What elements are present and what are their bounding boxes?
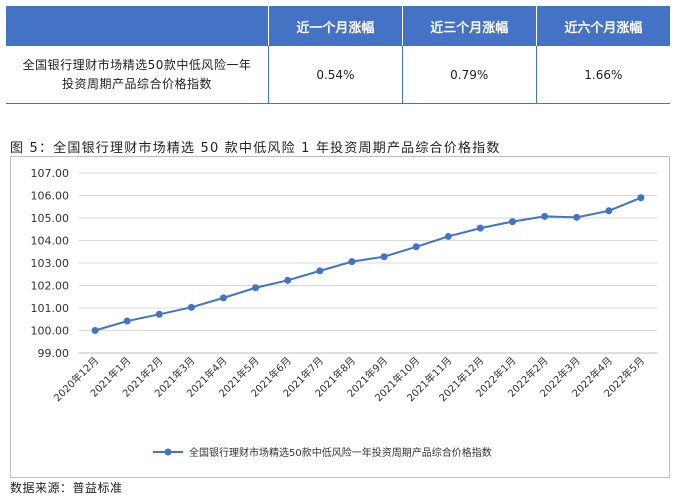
data-source: 数据来源：普益标准 [10,481,123,495]
y-tick-label: 107.00 [31,167,70,180]
table-header-6m: 近六个月涨幅 [536,6,670,46]
data-point [155,310,163,318]
line-chart: 99.00 100.00 101.00 102.00 103.00 104.00 105.0… [31,167,657,459]
y-tick-label: 105.00 [31,212,70,225]
table-header-blank [6,6,269,46]
y-tick-label: 101.00 [31,302,70,315]
y-tick-label: 103.00 [31,257,70,270]
table-row-name-line1: 全国银行理财市场精选50款中低风险一年 [22,57,252,72]
table-cell-6m: 1.66% [536,46,670,104]
legend-marker [164,448,172,456]
chart-gridlines [79,172,657,354]
data-point [91,327,99,334]
data-point [573,213,581,221]
data-point [123,317,131,325]
table-header-row: 近一个月涨幅 近三个月涨幅 近六个月涨幅 [6,6,670,46]
data-point [541,212,549,220]
y-tick-label: 102.00 [31,280,70,293]
y-tick-label: 104.00 [31,235,70,248]
data-point [444,232,452,240]
data-point [187,303,195,311]
chart-x-axis: 2020年12月2021年1月2021年2月2021年3月2021年4月2021… [51,354,647,404]
chart-frame: 99.00 100.00 101.00 102.00 103.00 104.00 105.0… [10,156,670,478]
table-row-name-line2: 投资周期产品综合价格指数 [61,76,212,91]
y-tick-label: 100.00 [31,325,70,338]
data-point [509,218,516,226]
table-row-name: 全国银行理财市场精选50款中低风险一年 投资周期产品综合价格指数 [6,46,269,104]
figure-title: 图 5：全国银行理财市场精选 50 款中低风险 1 年投资周期产品综合价格指数 [10,141,501,156]
y-tick-label: 99.00 [38,347,70,360]
data-point [252,284,260,292]
data-point [380,253,388,261]
summary-table: 近一个月涨幅 近三个月涨幅 近六个月涨幅 全国银行理财市场精选50款中低风险一年… [6,6,670,104]
data-point [348,258,356,266]
data-point [316,267,324,275]
data-point [605,207,613,215]
table-row: 全国银行理财市场精选50款中低风险一年 投资周期产品综合价格指数 0.54% 0… [6,46,670,104]
chart-series [91,194,645,334]
chart-legend: 全国银行理财市场精选50款中低风险一年投资周期产品综合价格指数 [153,446,492,459]
table-cell-3m: 0.79% [402,46,537,104]
data-point [637,194,645,202]
table-cell-1m: 0.54% [268,46,403,104]
chart-y-axis: 99.00 100.00 101.00 102.00 103.00 104.00 105.0… [31,167,70,360]
table-header-1m: 近一个月涨幅 [268,6,403,46]
legend-label: 全国银行理财市场精选50款中低风险一年投资周期产品综合价格指数 [189,446,492,459]
table-header-3m: 近三个月涨幅 [402,6,537,46]
series-line [94,196,642,332]
data-point [284,276,292,284]
y-tick-label: 106.00 [31,190,70,203]
data-point [220,294,227,302]
data-point [476,224,484,232]
data-point [412,243,420,251]
